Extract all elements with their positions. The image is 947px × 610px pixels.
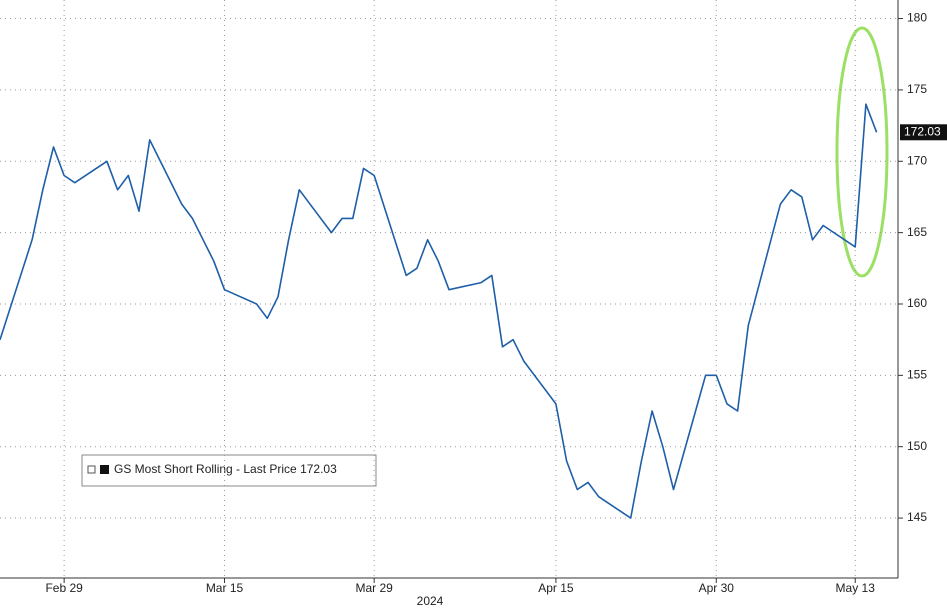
x-tick-label: Mar 29 bbox=[355, 581, 393, 595]
x-tick-label: Apr 30 bbox=[699, 581, 735, 595]
y-tick-label: 150 bbox=[907, 439, 927, 453]
x-tick-label: Feb 29 bbox=[45, 581, 83, 595]
x-tick-label: Mar 15 bbox=[206, 581, 244, 595]
legend-box bbox=[81, 454, 377, 487]
legend-swatch bbox=[100, 465, 109, 474]
last-price-label: 172.03 bbox=[904, 124, 941, 138]
y-tick-label: 145 bbox=[907, 510, 927, 524]
x-tick-label: May 13 bbox=[836, 581, 876, 595]
x-axis-label: 2024 bbox=[417, 594, 444, 608]
x-tick-label: Apr 15 bbox=[538, 581, 574, 595]
y-tick-label: 175 bbox=[907, 82, 927, 96]
y-tick-label: 180 bbox=[907, 11, 927, 25]
legend-toggle[interactable] bbox=[87, 465, 96, 474]
price-line bbox=[0, 103, 878, 519]
y-tick-label: 165 bbox=[907, 225, 927, 239]
last-price-box bbox=[900, 124, 947, 141]
y-tick-label: 170 bbox=[907, 153, 927, 167]
y-tick-label: 160 bbox=[907, 296, 927, 310]
legend-label: GS Most Short Rolling - Last Price 172.0… bbox=[114, 462, 337, 476]
y-tick-label: 155 bbox=[907, 368, 927, 382]
highlight-ellipse bbox=[835, 26, 889, 278]
